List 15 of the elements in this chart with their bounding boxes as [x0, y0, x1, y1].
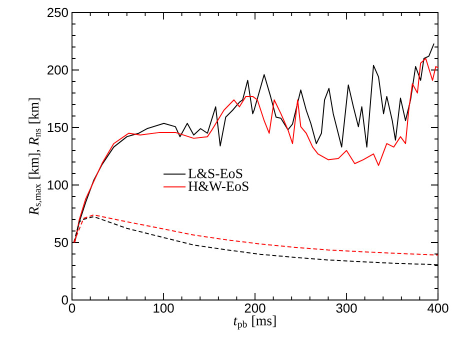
y-tick-label: 200 [48, 65, 68, 75]
x-tick-label: 0 [68, 304, 76, 313]
x-tick-label: 400 [428, 304, 448, 313]
x-tick-label: 100 [154, 304, 174, 313]
x-tick-label: 200 [244, 304, 266, 313]
y-tick-label: 250 [48, 8, 68, 18]
y-tick-label: 100 [48, 180, 68, 190]
y-tick-label: 150 [48, 122, 68, 132]
y-tick-label: 50 [54, 238, 68, 248]
y-tick-label: 0 [62, 295, 68, 305]
y-axis-title: R$_{s,max}$ [km], R$_{ns}$ [km] [28, 98, 42, 216]
legend-label: H&W-EoS [188, 182, 248, 192]
x-tick-label: 300 [336, 304, 357, 313]
legend-label: L&S-EoS [188, 168, 242, 178]
x-axis-title: t$_{pb}$ [ms] [234, 316, 276, 330]
